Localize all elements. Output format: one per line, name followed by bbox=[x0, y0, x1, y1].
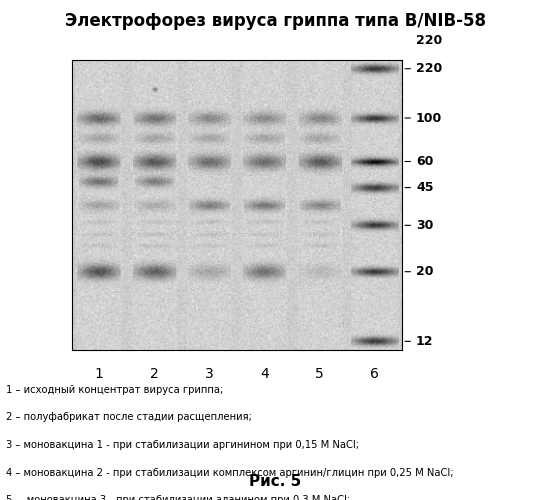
Text: 4 – моновакцина 2 - при стабилизации комплексом аргинин/глицин при 0,25 M NaCl;: 4 – моновакцина 2 - при стабилизации ком… bbox=[6, 468, 453, 477]
Text: Рис. 5: Рис. 5 bbox=[250, 474, 301, 489]
Text: 1 – исходный концентрат вируса гриппа;: 1 – исходный концентрат вируса гриппа; bbox=[6, 385, 223, 395]
Text: 45: 45 bbox=[416, 181, 434, 194]
Text: 220: 220 bbox=[416, 62, 442, 75]
Text: 20: 20 bbox=[416, 265, 434, 278]
Text: Электрофорез вируса гриппа типа B/NIB-58: Электрофорез вируса гриппа типа B/NIB-58 bbox=[65, 12, 486, 30]
Text: 60: 60 bbox=[416, 155, 434, 168]
Text: 2: 2 bbox=[150, 368, 159, 382]
Text: 12: 12 bbox=[416, 335, 434, 348]
Text: 4: 4 bbox=[260, 368, 269, 382]
Text: 30: 30 bbox=[416, 219, 434, 232]
Text: 100: 100 bbox=[416, 112, 442, 124]
Text: 3 – моновакцина 1 - при стабилизации аргинином при 0,15 M NaCl;: 3 – моновакцина 1 - при стабилизации арг… bbox=[6, 440, 359, 450]
Text: 2 – полуфабрикат после стадии расщепления;: 2 – полуфабрикат после стадии расщеплени… bbox=[6, 412, 251, 422]
Text: 1: 1 bbox=[95, 368, 104, 382]
Text: 220: 220 bbox=[416, 34, 442, 46]
Text: 5: 5 bbox=[315, 368, 324, 382]
Text: 6: 6 bbox=[370, 368, 379, 382]
Text: 3: 3 bbox=[205, 368, 214, 382]
Text: 5 –  моновакцина 3 - при стабилизации аланином при 0,3 M NaCl;: 5 – моновакцина 3 - при стабилизации ала… bbox=[6, 495, 350, 500]
